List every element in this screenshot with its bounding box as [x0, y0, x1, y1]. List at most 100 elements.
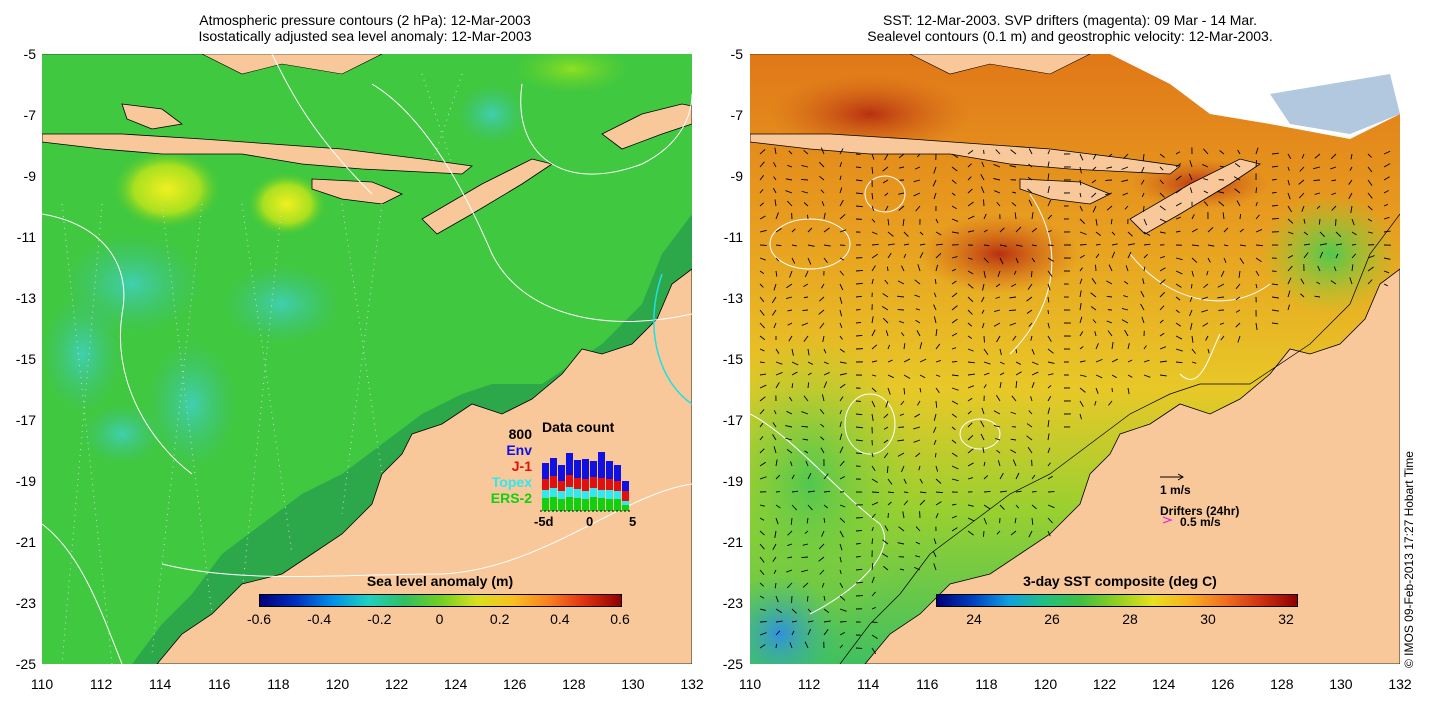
velocity-arrow [1143, 345, 1147, 350]
data-count-bar [598, 498, 605, 511]
sla-zero-contour [653, 273, 692, 405]
velocity-arrow [787, 543, 793, 547]
velocity-arrow [1122, 192, 1129, 196]
velocity-arrow [993, 322, 1001, 327]
velocity-arrow [951, 179, 957, 184]
sea-level-anomaly-map [42, 54, 692, 664]
velocity-arrow [1350, 153, 1353, 160]
velocity-arrow [1127, 231, 1133, 237]
velocity-arrow [1123, 153, 1129, 159]
sla-colorbar-tick: -0.4 [307, 611, 332, 627]
velocity-arrow [759, 556, 765, 563]
velocity-arrow [1026, 296, 1033, 302]
velocity-arrow [1219, 165, 1225, 168]
velocity-arrow [1234, 162, 1241, 168]
velocity-arrow [807, 490, 815, 493]
velocity-arrow [802, 543, 809, 546]
velocity-arrow [788, 335, 793, 342]
velocity-arrow [786, 410, 793, 415]
velocity-arrow [823, 361, 829, 365]
velocity-arrow [933, 538, 937, 545]
y-tick-label: -19 [722, 473, 743, 489]
velocity-arrow [1175, 175, 1182, 181]
velocity-arrow [999, 227, 1005, 233]
y-tick-label: -23 [15, 595, 36, 611]
velocity-arrow [871, 621, 878, 623]
velocity-arrow [800, 178, 809, 181]
velocity-arrow [1159, 179, 1164, 185]
data-count-bar [566, 453, 573, 475]
velocity-arrow [1287, 153, 1292, 159]
velocity-arrow [1175, 151, 1181, 155]
velocity-arrow [1367, 153, 1372, 158]
velocity-arrow [935, 231, 942, 236]
x-tick-label: 114 [149, 676, 172, 692]
velocity-arrow [839, 335, 843, 340]
velocity-arrow [1159, 218, 1167, 223]
velocity-arrow [871, 478, 878, 483]
velocity-arrow [790, 517, 793, 525]
velocity-arrow [1090, 306, 1097, 311]
velocity-arrow [1300, 293, 1305, 298]
velocity-arrow [1028, 199, 1033, 207]
velocity-arrow [887, 478, 893, 485]
velocity-arrow [1010, 530, 1017, 536]
velocity-arrow [883, 426, 889, 430]
velocity-arrow [1191, 348, 1196, 354]
velocity-arrow [1319, 231, 1325, 238]
velocity-arrow [839, 361, 847, 364]
velocity-arrow [1220, 335, 1225, 341]
velocity-arrow [775, 372, 783, 376]
velocity-arrow [773, 283, 777, 291]
velocity-arrow [1047, 530, 1051, 537]
velocity-arrow [759, 348, 765, 352]
sla-colorbar-tick: 0.2 [489, 611, 510, 627]
velocity-arrow [1222, 212, 1225, 220]
velocity-arrow [775, 348, 780, 354]
velocity-arrow [935, 329, 938, 337]
velocity-arrow [983, 270, 986, 278]
velocity-arrow [772, 543, 777, 551]
velocity-arrow [935, 218, 939, 224]
velocity-arrow [1255, 322, 1258, 330]
velocity-arrow [903, 387, 906, 395]
velocity-arrow [1028, 163, 1033, 168]
y-tick-label: -15 [15, 351, 36, 367]
velocity-arrow [807, 472, 812, 480]
velocity-arrow [1298, 179, 1305, 185]
velocity-arrow [994, 190, 1001, 194]
velocity-arrow [903, 231, 909, 237]
velocity-arrow [1255, 159, 1258, 168]
velocity-arrow [820, 147, 825, 155]
velocity-arrow [803, 296, 809, 299]
x-tick-label: 110 [30, 676, 54, 692]
data-count-bar [614, 499, 621, 511]
velocity-arrow [1079, 153, 1084, 161]
velocity-arrow [1047, 504, 1055, 509]
y-tick-label: -11 [16, 229, 36, 245]
velocity-scale-label: 1 m/s [1160, 483, 1191, 497]
velocity-arrow [1217, 296, 1225, 299]
velocity-arrow [981, 309, 985, 314]
sst-colorbar-tick: 26 [1044, 611, 1060, 627]
velocity-arrow [1348, 179, 1353, 185]
velocity-arrow [839, 257, 844, 261]
velocity-arrow [823, 504, 828, 509]
data-count-bar [590, 477, 597, 488]
velocity-arrow [855, 568, 863, 571]
velocity-arrow [1012, 335, 1017, 341]
velocity-arrow [1383, 283, 1388, 287]
velocity-arrow [1367, 255, 1375, 259]
velocity-arrow [915, 308, 921, 311]
velocity-arrow [773, 322, 777, 329]
velocity-arrow [903, 500, 909, 506]
velocity-arrow [915, 541, 921, 545]
altimeter-tracks [61, 73, 463, 664]
left-panel-title: Atmospheric pressure contours (2 hPa): 1… [0, 12, 730, 44]
data-count-bar [590, 497, 597, 511]
velocity-arrow [898, 153, 905, 159]
velocity-arrow [1202, 164, 1209, 168]
velocity-arrow [803, 149, 809, 155]
velocity-arrow [902, 511, 905, 519]
data-count-bar [550, 458, 557, 476]
